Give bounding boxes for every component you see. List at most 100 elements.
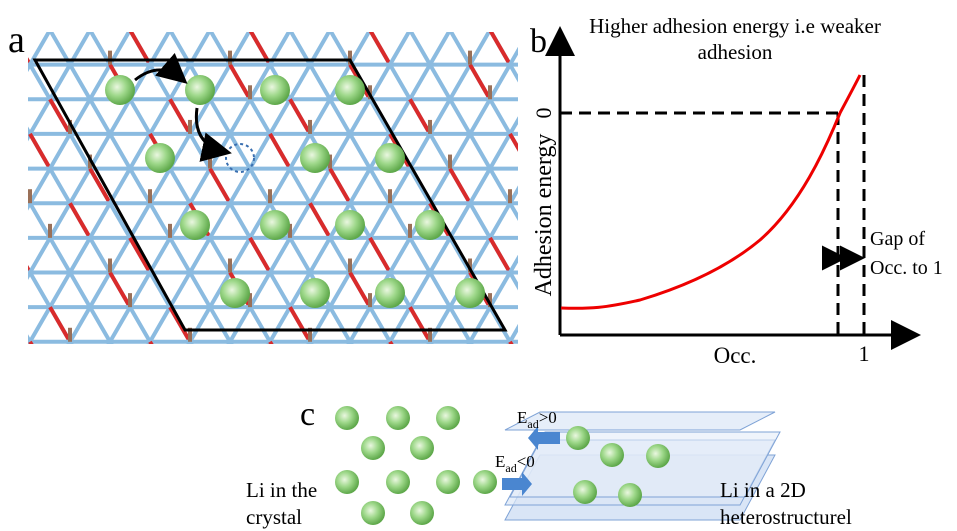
bond [230,203,250,238]
li-atom [300,278,330,308]
bond [470,307,490,342]
bond [90,376,110,411]
bond [370,99,390,134]
bond [430,0,450,30]
bond [250,411,270,446]
bond [290,65,310,100]
bond [30,134,50,169]
bond [590,238,610,273]
bond [570,376,590,411]
li-atom [455,278,485,308]
bond [490,134,510,169]
bond [590,99,610,134]
bond [330,272,350,307]
bond [330,238,350,273]
bond [490,376,510,411]
bond [210,169,230,204]
bond [150,307,170,342]
bond [510,134,530,169]
li-atom [415,210,445,240]
bond [310,342,330,377]
bond [290,342,310,377]
bond [130,272,150,307]
figure: a b Higher adhesion energy i.e weakeradh… [0,0,957,531]
bond [470,342,490,377]
bond [70,411,90,446]
li-atom [335,210,365,240]
bond [350,307,370,342]
bond [30,376,50,411]
bond [10,238,30,273]
bond [630,203,650,238]
bond [570,342,590,377]
bond [350,169,370,204]
bond [450,65,470,100]
bond [50,0,70,30]
bond [150,342,170,377]
li-atom [473,470,497,494]
bond [10,99,30,134]
bond [90,238,110,273]
bond [90,307,110,342]
bond [250,238,270,273]
bond [0,203,10,238]
bond [530,65,550,100]
bond [570,134,590,169]
li-atom [410,436,434,460]
bond [390,203,410,238]
bond [570,203,590,238]
bond [450,203,470,238]
bond [90,0,110,30]
bond [470,65,490,100]
bond [370,30,390,65]
li-atom [361,501,385,525]
bond [30,342,50,377]
bond [190,376,210,411]
bond [230,307,250,342]
bond [350,0,370,30]
bond [0,307,10,342]
bond [190,238,210,273]
bond [470,376,490,411]
bond [230,134,250,169]
bond [270,272,290,307]
bond [70,411,90,446]
bond [250,272,270,307]
bond [610,376,630,411]
bond [150,238,170,273]
bond [230,376,250,411]
bond [10,307,30,342]
bond [90,376,110,411]
bond [490,169,510,204]
bond [50,376,70,411]
bond [590,342,610,377]
y-tick-label: 0 [531,108,556,119]
bond [130,307,150,342]
bond [590,134,610,169]
bond [490,0,510,30]
bond [390,169,410,204]
bond [450,99,470,134]
bond [230,0,250,30]
bond [0,238,10,273]
bond [430,134,450,169]
bond [510,342,530,377]
bond [330,376,350,411]
bond [570,65,590,100]
bond [550,0,570,30]
bond [610,342,630,377]
bond [0,169,10,204]
bond [10,411,30,446]
bond [110,376,130,411]
bond [230,169,250,204]
bond [50,238,70,273]
bond [170,411,190,446]
bond [230,238,250,273]
bond [290,0,310,30]
bond [510,0,530,30]
bond [370,65,390,100]
bond [410,30,430,65]
bond [290,203,310,238]
bond [110,238,130,273]
bond [210,411,230,446]
